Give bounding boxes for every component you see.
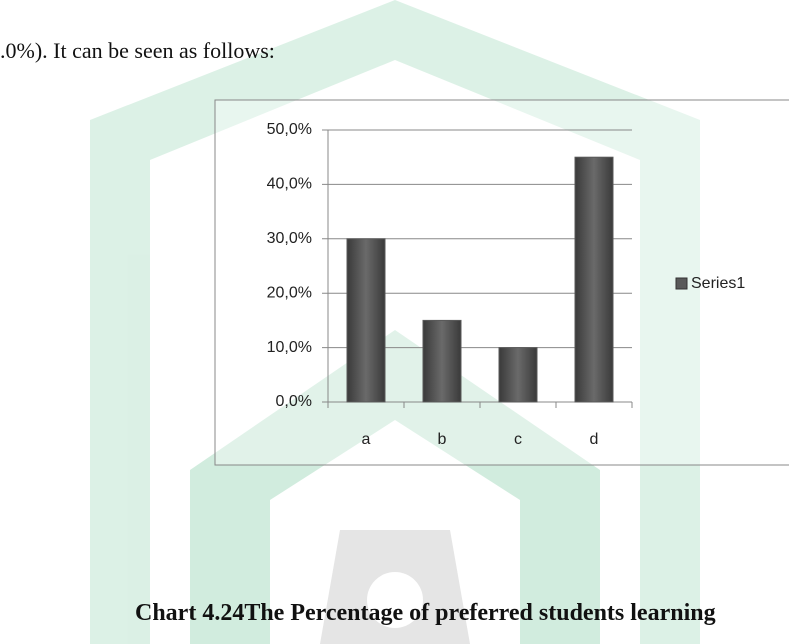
watermark <box>90 0 700 644</box>
x-tick-label: c <box>514 431 522 448</box>
y-tick-label: 20,0% <box>267 284 312 301</box>
x-tick-label: d <box>590 431 599 448</box>
y-tick-label: 40,0% <box>267 176 312 193</box>
y-tick-label: 50,0% <box>267 121 312 138</box>
bar <box>498 347 538 403</box>
bar <box>346 238 386 403</box>
y-tick-label: 10,0% <box>267 339 312 356</box>
bar <box>574 156 614 403</box>
y-tick-label: 30,0% <box>267 230 312 247</box>
bar <box>422 319 462 403</box>
y-tick-label: 0,0% <box>276 393 312 410</box>
caption: Chart 4.24The Percentage of preferred st… <box>135 600 716 626</box>
x-tick-label: a <box>362 431 371 448</box>
chart-frame <box>214 99 789 466</box>
chart: 0,0% 10,0% 20,0% 30,0% 40,0% 50,0% a b c d Series1 <box>267 121 746 448</box>
legend-swatch <box>675 277 688 290</box>
intro-text: .0%). It can be seen as follows: <box>0 38 275 63</box>
x-tick-label: b <box>438 431 447 448</box>
legend-label: Series1 <box>691 275 745 292</box>
